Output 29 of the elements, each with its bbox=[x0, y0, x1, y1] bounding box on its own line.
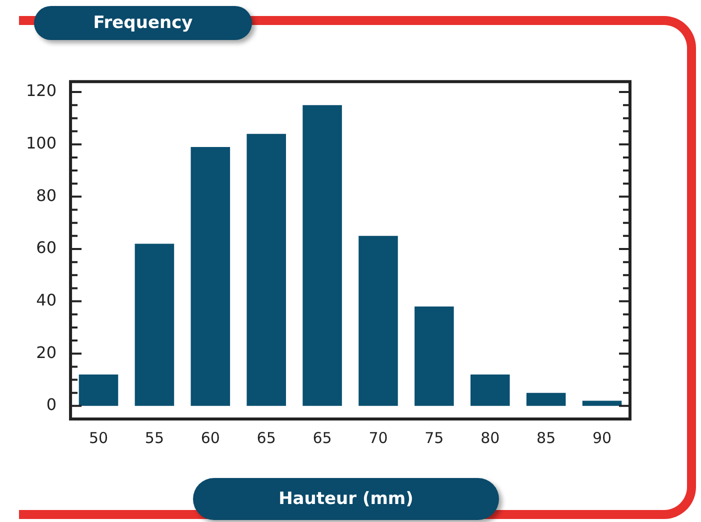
bar bbox=[246, 134, 286, 406]
y-tick-label: 120 bbox=[26, 81, 57, 100]
y-tick-label: 80 bbox=[36, 186, 57, 205]
x-tick-label: 65 bbox=[256, 428, 276, 447]
bar bbox=[582, 400, 622, 406]
x-tick-label: 55 bbox=[144, 428, 164, 447]
chart-title: Frequency bbox=[34, 6, 252, 40]
y-tick-label: 0 bbox=[46, 395, 57, 414]
bar bbox=[134, 244, 174, 406]
bar bbox=[526, 392, 566, 406]
x-axis-title: Hauteur (mm) bbox=[193, 478, 499, 520]
x-tick-label: 50 bbox=[88, 428, 108, 447]
y-tick-label: 40 bbox=[36, 290, 57, 310]
x-tick-label: 85 bbox=[536, 428, 556, 447]
x-tick-label: 70 bbox=[368, 428, 388, 447]
bar bbox=[190, 146, 230, 406]
y-tick-label: 20 bbox=[36, 342, 57, 362]
x-tick-label: 65 bbox=[312, 428, 332, 447]
x-tick-label: 75 bbox=[424, 428, 444, 447]
y-tick-label: 100 bbox=[26, 134, 57, 153]
bar bbox=[302, 105, 342, 406]
x-tick-label: 90 bbox=[592, 428, 612, 447]
bar bbox=[78, 374, 118, 406]
y-tick-label: 60 bbox=[36, 238, 57, 258]
x-tick-label: 60 bbox=[200, 428, 220, 447]
bar bbox=[414, 306, 454, 406]
bar bbox=[358, 236, 398, 406]
bar bbox=[470, 374, 510, 406]
x-tick-label: 80 bbox=[480, 428, 500, 447]
